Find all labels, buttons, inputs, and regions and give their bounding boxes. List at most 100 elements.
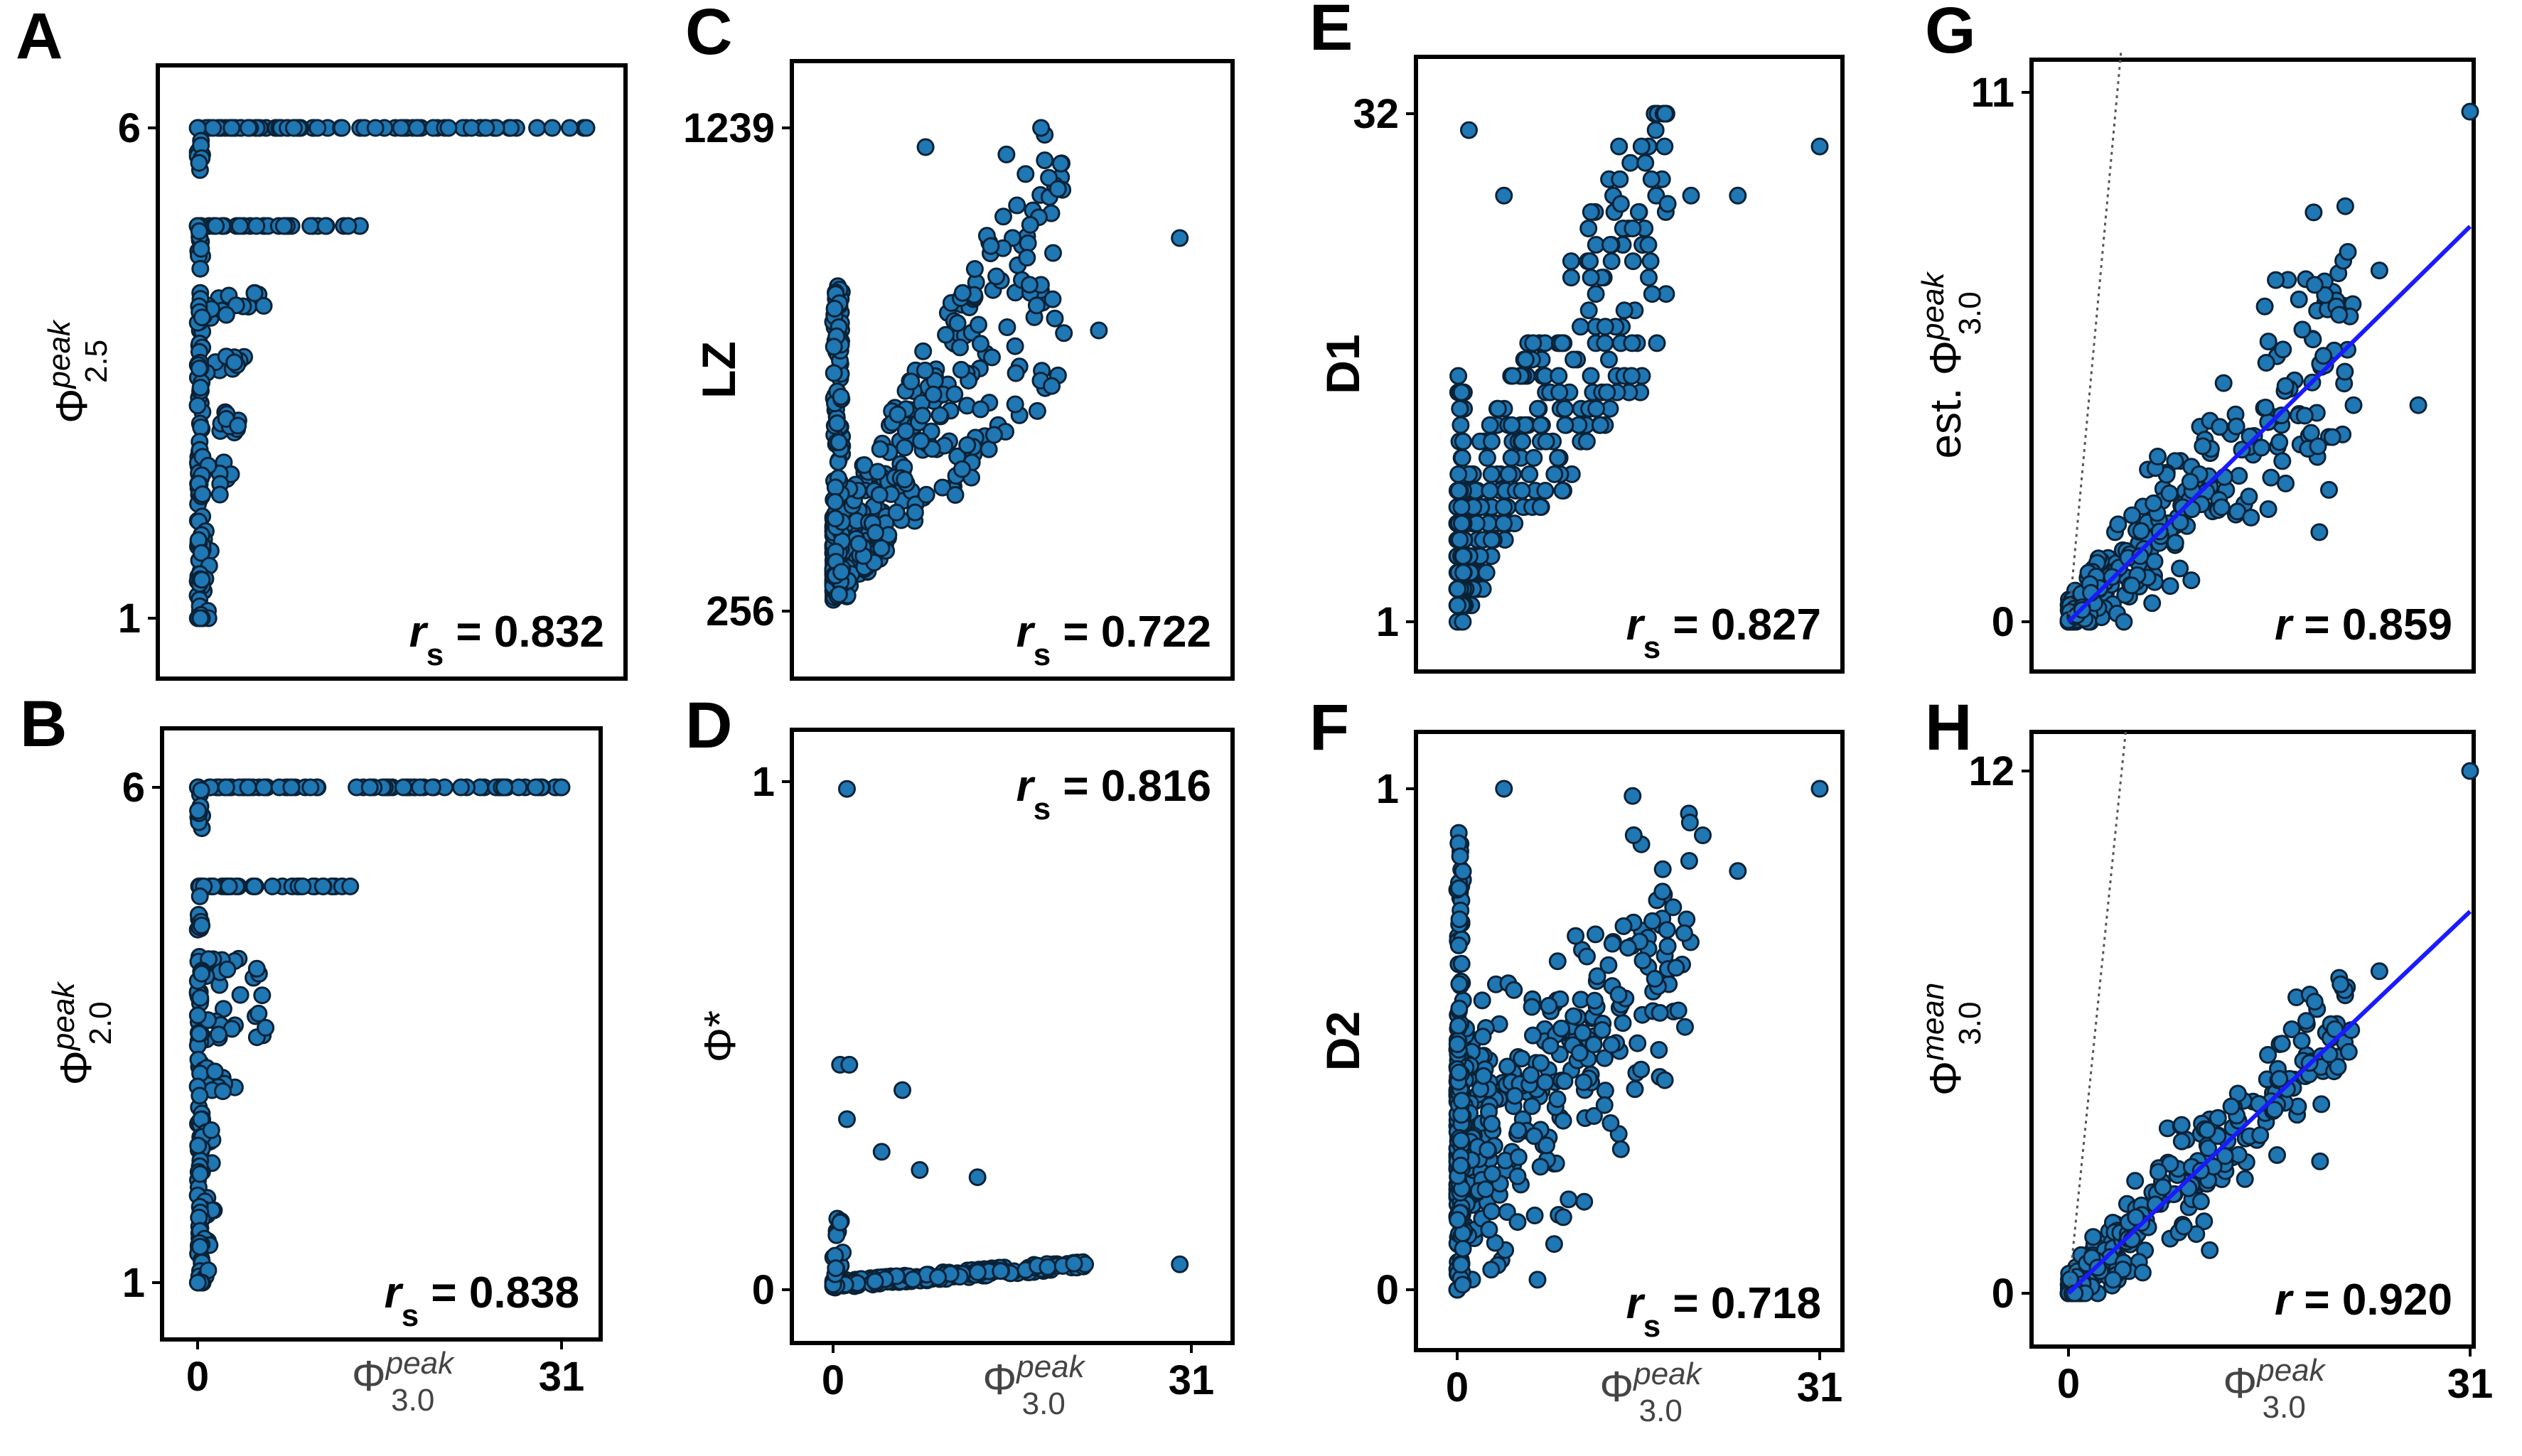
data-point <box>1452 1256 1470 1274</box>
data-point <box>1570 1044 1589 1062</box>
data-point <box>231 217 249 235</box>
data-point <box>1810 137 1829 156</box>
scatter-points <box>824 780 1189 1297</box>
stat-symbol: r <box>1626 600 1646 649</box>
data-point <box>2320 480 2338 499</box>
data-point <box>2309 437 2327 455</box>
data-point <box>2104 1271 2123 1289</box>
data-point <box>2336 362 2354 381</box>
data-point <box>1596 334 1614 352</box>
data-point <box>408 119 426 137</box>
data-point <box>825 338 843 356</box>
data-point <box>2297 1012 2315 1030</box>
data-point <box>2339 1042 2358 1061</box>
data-point <box>239 778 257 797</box>
correlation-annotation: rs = 0.827 <box>1626 600 1821 665</box>
data-point <box>2344 396 2363 414</box>
data-point <box>1018 249 1036 267</box>
label-base: Φ <box>1921 1061 1970 1096</box>
label-base: Φ <box>52 1050 101 1085</box>
data-point <box>983 348 1001 367</box>
data-point <box>1532 416 1550 434</box>
panel-letter: A <box>16 0 63 72</box>
data-point <box>1641 252 1660 271</box>
data-point <box>190 153 208 172</box>
data-point <box>2312 1095 2331 1113</box>
data-point <box>1593 1021 1611 1039</box>
data-point <box>1680 814 1699 831</box>
panel-f: F1 0 0 31 D2 Φpeak 3.0 rs = 0.718 <box>1309 691 1845 1428</box>
data-point <box>1449 1017 1468 1035</box>
x-axis-label: Φpeak 3.0 <box>1599 1357 1702 1428</box>
data-point <box>965 260 984 278</box>
data-point <box>1482 531 1501 549</box>
x-tick-label: 0 <box>822 1357 844 1403</box>
data-point <box>1483 1165 1501 1183</box>
data-point <box>254 296 273 315</box>
data-point <box>1449 367 1468 385</box>
data-point <box>1651 1003 1669 1022</box>
data-point <box>1600 350 1618 369</box>
plot-frame <box>160 726 603 1342</box>
label-superscript: peak <box>2255 1353 2326 1388</box>
data-point <box>830 585 848 603</box>
data-point <box>193 571 211 589</box>
data-point <box>2132 522 2150 540</box>
data-point <box>210 485 229 504</box>
data-point <box>1614 1014 1632 1032</box>
data-point <box>1629 203 1648 221</box>
data-point <box>543 119 562 137</box>
data-point <box>1554 1111 1572 1130</box>
data-point <box>1555 1072 1574 1090</box>
data-point <box>1495 186 1513 205</box>
label-superscript: peak <box>385 1346 455 1381</box>
data-point <box>2311 1152 2329 1170</box>
data-point <box>911 1161 929 1179</box>
data-point <box>1488 399 1507 418</box>
x-tick-label: 31 <box>539 1354 585 1400</box>
stat-symbol: r <box>1016 762 1036 811</box>
panel-c: C 1239 256 LZ rs = 0.722 <box>683 0 1235 681</box>
data-point <box>191 1086 209 1105</box>
data-point <box>231 986 249 1004</box>
data-point <box>827 1259 845 1278</box>
stat-subscript: s <box>1643 630 1660 665</box>
data-point <box>2370 261 2388 280</box>
label-subscript: 3.0 <box>1022 1386 1066 1421</box>
data-point <box>191 887 209 905</box>
data-point <box>1622 367 1641 385</box>
data-point <box>561 119 579 137</box>
y-tick-label: 6 <box>122 765 145 811</box>
data-point <box>1667 959 1685 977</box>
label-subscript: 3.0 <box>2263 1390 2306 1425</box>
data-point <box>247 959 266 978</box>
data-point <box>1680 852 1698 870</box>
data-point <box>952 360 970 379</box>
label-base: Φ <box>352 1352 386 1400</box>
data-point <box>1474 1067 1493 1085</box>
data-point <box>933 478 952 497</box>
data-point <box>1032 119 1051 137</box>
data-point <box>1523 998 1541 1016</box>
data-point <box>2461 762 2479 780</box>
data-point <box>1476 1180 1495 1199</box>
data-point <box>1574 1073 1593 1091</box>
data-point <box>987 267 1006 286</box>
data-point <box>1498 1057 1517 1076</box>
data-point <box>1624 826 1643 844</box>
data-point <box>220 877 238 895</box>
data-point <box>826 509 844 528</box>
data-point <box>2331 975 2350 993</box>
data-point <box>1171 1255 1189 1273</box>
data-point <box>1537 432 1555 451</box>
data-point <box>2314 347 2333 365</box>
y-axis-label: D2 <box>1316 1011 1369 1071</box>
data-point <box>2330 306 2349 324</box>
data-point <box>896 470 914 489</box>
data-point <box>1550 367 1568 385</box>
data-point <box>1454 547 1472 566</box>
stat-value: = 0.718 <box>1660 1279 1821 1328</box>
data-point <box>869 463 887 481</box>
data-point <box>341 877 360 895</box>
data-point <box>1656 137 1674 156</box>
